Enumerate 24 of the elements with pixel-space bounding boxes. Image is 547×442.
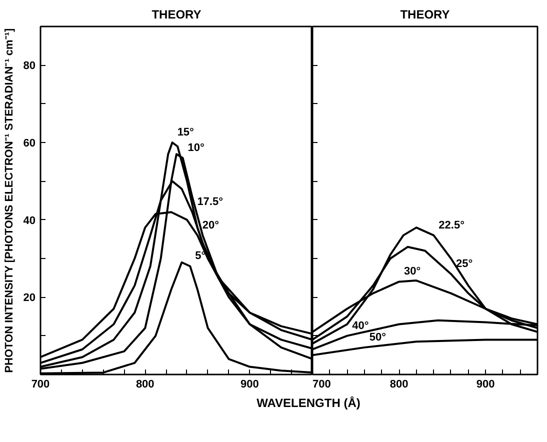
x-tick-label: 800 <box>390 378 408 390</box>
x-tick-label: 700 <box>312 378 331 390</box>
y-tick-label: 40 <box>23 214 36 227</box>
x-tick-label: 900 <box>476 378 495 390</box>
y-axis-title: PHOTON INTENSITY [PHOTONS ELECTRON⁻¹ STERADIAN⁻¹ cm⁻¹] <box>3 28 16 373</box>
chart-title: THEORY <box>400 8 450 22</box>
x-axis-title: WAVELENGTH (Å) <box>256 395 360 412</box>
annotation: 17.5° <box>197 196 224 208</box>
y-tick-label: 80 <box>23 60 36 72</box>
chart-title: THEORY <box>152 8 202 22</box>
x-tick-label: 900 <box>240 378 259 390</box>
annotation: 40° <box>352 320 369 332</box>
annotation: 5° <box>195 250 206 262</box>
annotation: 30° <box>404 266 421 278</box>
y-tick-label: 20 <box>23 292 36 304</box>
annotation: 15° <box>177 126 194 138</box>
annotation: 20° <box>202 219 220 232</box>
y-tick-label: 60 <box>23 138 36 150</box>
annotation: 50° <box>369 331 386 344</box>
x-tick-label: 800 <box>136 378 154 390</box>
annotation: 25° <box>456 258 473 270</box>
x-tick-label: 700 <box>31 378 50 390</box>
annotation: 10° <box>188 142 204 154</box>
annotation: 22.5° <box>438 219 464 232</box>
